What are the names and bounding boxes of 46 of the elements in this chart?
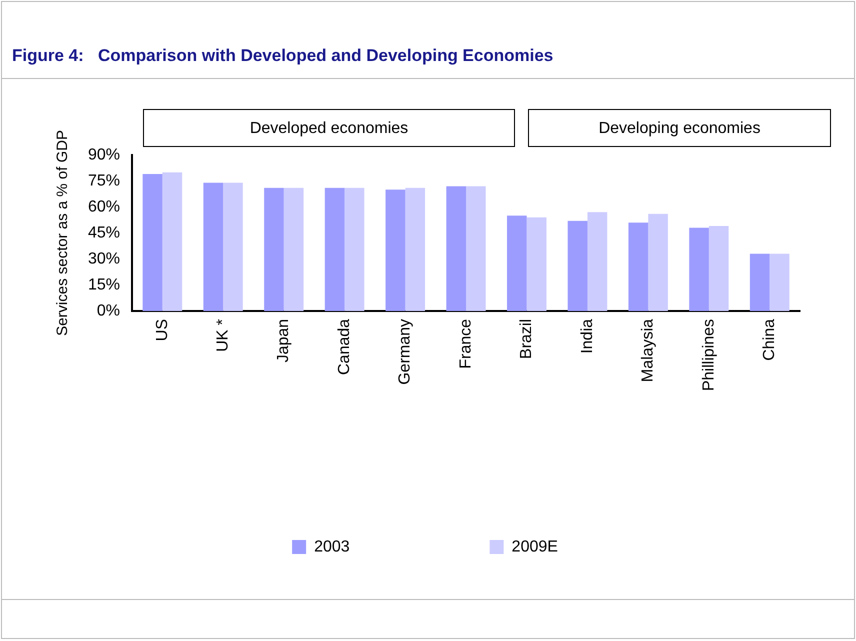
bar: [628, 222, 648, 311]
bar: [264, 188, 284, 311]
y-tick-label: 0%: [96, 302, 120, 320]
bar: [568, 220, 588, 311]
bar: [386, 190, 406, 311]
bar: [689, 228, 709, 311]
bar: [324, 188, 345, 311]
x-tick-label: Canada: [336, 318, 353, 376]
y-tick-label: 15%: [88, 276, 120, 294]
bar: [405, 188, 426, 311]
x-tick-label: Malaysia: [640, 318, 657, 382]
x-tick-label: India: [578, 318, 596, 354]
y-axis-title: Services sector as a % of GDP: [54, 130, 72, 336]
x-tick-label: US: [154, 318, 171, 342]
y-tick-label: 75%: [88, 172, 120, 190]
bar: [507, 216, 527, 311]
bar: [526, 217, 546, 311]
x-tick-label: China: [761, 318, 778, 361]
x-tick-label: Brazil: [518, 318, 536, 359]
y-tick-label: 60%: [88, 198, 120, 216]
bar: [142, 174, 162, 311]
bar: [344, 188, 364, 311]
bar: [203, 182, 224, 311]
x-tick-label: UK *: [214, 318, 232, 352]
bar: [223, 182, 243, 311]
bar: [284, 188, 304, 311]
text: Developed economies: [143, 109, 515, 147]
bar: [466, 186, 486, 311]
y-tick-label: 45%: [88, 224, 120, 242]
y-tick-label: 90%: [88, 146, 120, 164]
x-tick-label: Germany: [396, 318, 414, 385]
bar: [162, 172, 182, 311]
legend-label: 2009E: [512, 538, 558, 556]
bar: [587, 212, 608, 311]
text: Developing economies: [528, 109, 831, 147]
x-tick-label: Phillipines: [700, 318, 718, 392]
bar: [446, 186, 466, 311]
bar: [770, 254, 790, 311]
chart-title: Figure 4: Comparison with Developed and Developing Economies: [12, 46, 554, 66]
x-tick-label: France: [457, 318, 474, 369]
legend-label: 2003: [314, 538, 350, 556]
y-tick-label: 30%: [88, 250, 120, 268]
x-tick-label: Japan: [275, 318, 292, 363]
bar: [708, 226, 729, 311]
bar: [750, 254, 770, 311]
bar: [648, 214, 668, 311]
